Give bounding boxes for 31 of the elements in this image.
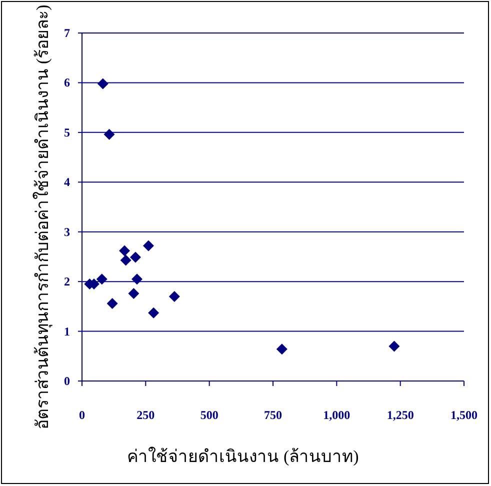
y-tick-label: 7 (64, 26, 70, 40)
point (388, 340, 400, 352)
point (130, 252, 141, 263)
x-tick-label: 500 (200, 408, 218, 422)
y-tick-label: 2 (64, 274, 70, 289)
point (148, 307, 160, 318)
y-axis-title: อัตราส่วนต้นทุนการกำกับต่อค่าใช้จ่ายดำเนินงาน (ร้อยละ) (32, 4, 53, 430)
x-tick-label: 1,250 (386, 408, 414, 422)
y-tick-label: 5 (64, 125, 70, 140)
x-tick-label: 250 (136, 408, 155, 422)
point (120, 254, 132, 266)
point (276, 344, 288, 355)
y-tick-label: 1 (64, 324, 70, 338)
x-tick-label: 1,000 (323, 408, 350, 422)
y-tick-label: 4 (64, 175, 70, 190)
point (132, 274, 143, 285)
point (96, 274, 108, 285)
point (119, 245, 130, 256)
x-tick-label: 1,500 (450, 408, 478, 422)
x-tick-label: 0 (79, 408, 85, 422)
point (97, 78, 108, 90)
x-tick-label: 750 (264, 408, 282, 422)
point (128, 288, 140, 300)
point (142, 240, 154, 252)
y-tick-label: 0 (64, 374, 70, 388)
x-axis-title: ค่าใช้จ่ายดำเนินงาน (ล้านบาท) (127, 446, 359, 466)
point (168, 290, 180, 302)
point (106, 298, 118, 309)
y-tick-label: 3 (64, 224, 70, 239)
y-tick-label: 6 (64, 76, 70, 90)
point (104, 128, 115, 140)
